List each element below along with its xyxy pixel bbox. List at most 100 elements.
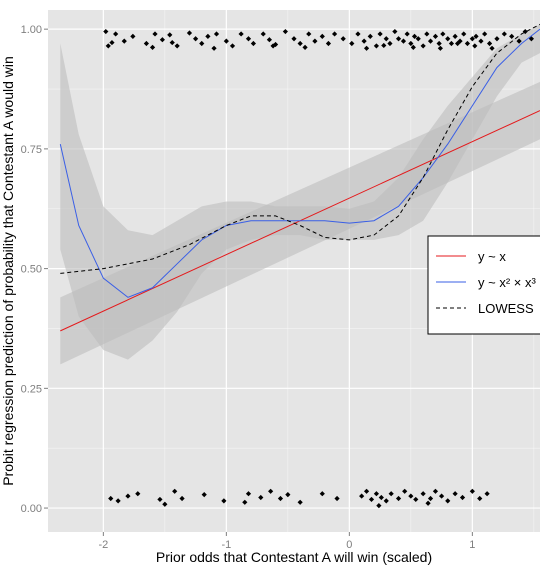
data-point xyxy=(383,36,389,42)
data-point xyxy=(331,31,338,37)
data-point xyxy=(179,495,185,502)
data-point xyxy=(108,495,114,502)
data-point xyxy=(445,498,451,504)
y-tick-label: 0.25 xyxy=(21,383,42,395)
data-point xyxy=(115,498,121,504)
data-point xyxy=(486,40,493,47)
data-point xyxy=(103,28,109,35)
data-point xyxy=(355,31,361,37)
x-axis-title: Prior odds that Contestant A will win (s… xyxy=(156,549,432,565)
data-point xyxy=(478,38,484,44)
data-point xyxy=(420,43,426,49)
data-point xyxy=(373,43,380,49)
data-point xyxy=(509,33,515,39)
data-point xyxy=(395,495,402,502)
data-point xyxy=(484,491,490,497)
data-point xyxy=(477,495,483,502)
data-point xyxy=(383,498,389,504)
data-point xyxy=(270,43,276,49)
data-point xyxy=(440,31,446,37)
data-point xyxy=(113,31,119,37)
data-point xyxy=(437,45,443,51)
data-point xyxy=(381,42,387,49)
data-point xyxy=(245,491,252,497)
data-point xyxy=(432,33,439,39)
data-point xyxy=(528,36,534,42)
data-point xyxy=(373,491,380,497)
data-point xyxy=(395,36,402,42)
data-point xyxy=(361,38,367,44)
data-point xyxy=(193,36,199,42)
x-tick-label: 0 xyxy=(346,539,352,551)
data-point xyxy=(363,488,370,494)
y-tick-label: 0.75 xyxy=(21,144,42,156)
data-point xyxy=(408,493,414,499)
data-point xyxy=(223,38,229,44)
data-point xyxy=(109,39,115,46)
data-point xyxy=(266,37,272,43)
data-point xyxy=(432,488,439,494)
data-point xyxy=(411,33,418,39)
data-point xyxy=(121,38,127,44)
data-point xyxy=(522,28,528,35)
data-point xyxy=(436,40,442,47)
data-point xyxy=(516,38,522,44)
data-point xyxy=(404,31,410,37)
data-point xyxy=(306,31,312,37)
data-point xyxy=(445,36,451,42)
data-point xyxy=(221,498,227,504)
legend-label: y ~ x² × x³ xyxy=(478,275,536,290)
data-point xyxy=(461,31,467,37)
data-point xyxy=(291,36,297,42)
data-point xyxy=(469,488,475,494)
data-point xyxy=(312,38,318,44)
data-point xyxy=(105,43,111,49)
data-point xyxy=(368,496,375,503)
data-point xyxy=(268,488,274,494)
data-point xyxy=(482,31,488,37)
data-point xyxy=(282,28,288,35)
y-axis-title: Probit regression prediction of probabil… xyxy=(0,56,16,486)
data-point xyxy=(172,488,178,494)
data-point xyxy=(186,30,193,36)
data-point xyxy=(162,501,168,507)
data-point xyxy=(238,31,244,37)
data-point xyxy=(211,45,217,51)
legend-box xyxy=(427,235,540,335)
data-point xyxy=(501,31,507,37)
data-point xyxy=(250,40,257,47)
data-point xyxy=(201,492,207,498)
data-point xyxy=(392,28,398,35)
data-point xyxy=(242,499,248,505)
x-tick-label: -1 xyxy=(221,539,231,551)
fit-lines xyxy=(59,23,540,332)
data-point xyxy=(377,31,383,37)
data-point xyxy=(388,491,394,497)
data-point xyxy=(157,496,163,503)
data-point xyxy=(297,40,303,47)
data-point xyxy=(425,500,431,506)
y-tick-label: 0.50 xyxy=(21,264,42,276)
data-point xyxy=(410,44,416,50)
y-axis-ticks: 0.00 0.25 0.50 0.75 1.00 xyxy=(21,24,48,515)
data-point xyxy=(402,488,408,494)
data-point xyxy=(454,40,461,47)
data-point xyxy=(302,44,308,50)
data-point xyxy=(469,36,475,42)
data-point xyxy=(143,40,149,47)
data-point xyxy=(427,495,434,502)
x-tick-label: -2 xyxy=(98,539,108,551)
x-axis-ticks: -2 -1 0 1 xyxy=(98,532,475,551)
legend-label: y ~ x xyxy=(478,249,506,264)
data-point xyxy=(245,36,252,42)
data-point xyxy=(174,43,180,49)
y-tick-label: 1.00 xyxy=(21,24,42,36)
data-point xyxy=(319,491,325,497)
data-point xyxy=(387,40,393,47)
data-point xyxy=(420,491,426,497)
data-point xyxy=(334,495,340,502)
data-point xyxy=(376,503,382,509)
data-point xyxy=(258,494,264,501)
data-point xyxy=(452,33,458,39)
data-point xyxy=(260,31,266,37)
